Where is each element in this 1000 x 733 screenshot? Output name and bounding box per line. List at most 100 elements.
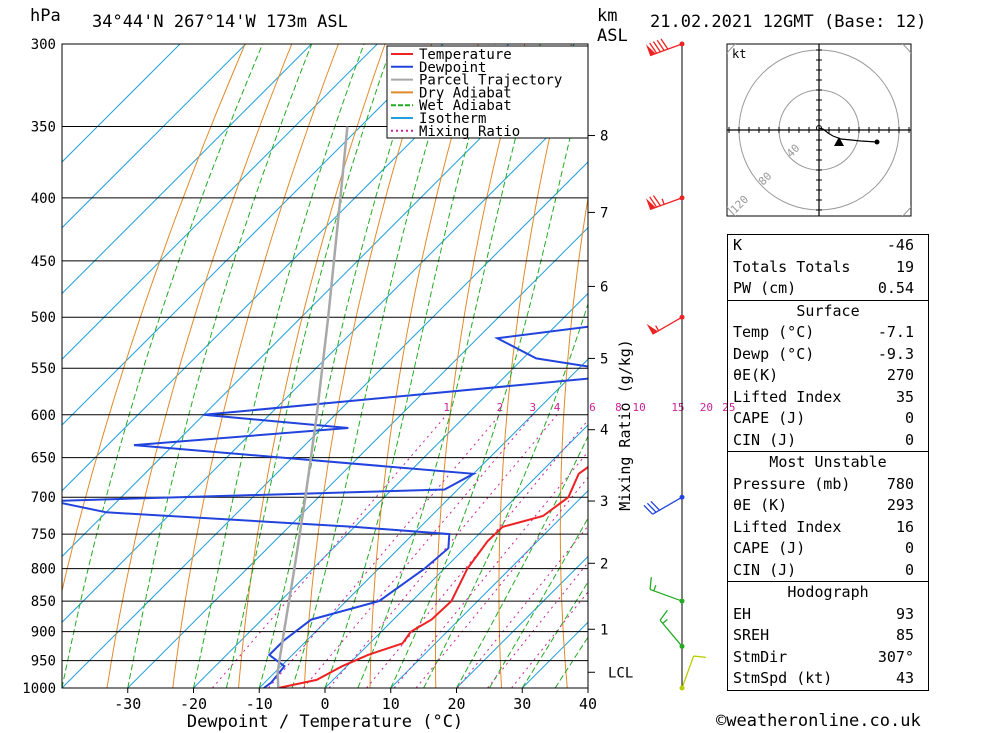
wind-barb-pennant [645,198,656,210]
wind-barb-pennant [645,44,656,56]
mixing-ratio-line [366,419,588,688]
wind-barb-feather [659,609,668,621]
totals-totals-value: 19 [895,257,914,276]
hodograph-end-dot [874,139,880,145]
isotherm-line [390,490,588,688]
dry-adiabat-line [172,44,339,688]
surface-thetae-label: θE(K) [733,366,779,384]
x-axis-title: Dewpoint / Temperature (°C) [187,712,463,732]
wind-barb-feather [693,655,706,658]
mixing-ratio-label: 15 [671,401,684,414]
isotherm-line [456,555,588,688]
k-index-row: K -46 [728,235,928,257]
totals-totals-row: Totals Totals 19 [728,257,928,279]
hodograph-header: Hodograph [787,583,869,601]
mixing-ratio-line [268,414,501,688]
pressure-tick-label: 800 [31,562,56,578]
pw-value: 0.54 [877,279,914,297]
mu-cin-value: 0 [904,560,914,579]
pressure-tick-label: 750 [31,527,56,543]
wind-barb-staff [652,496,683,515]
mixing-ratio-line [393,451,588,688]
surface-header: Surface [796,301,860,320]
surface-cin-value: 0 [904,430,914,449]
km-tick-label: 1 [600,622,608,638]
pressure-tick-label: 400 [31,191,56,207]
wind-barb-feather [643,504,654,515]
pw-row: PW (cm) 0.54 [728,278,928,300]
surface-dewp-value: -9.3 [877,344,914,363]
wind-barb-pennant [646,323,658,335]
wet-adiabat-line [456,435,588,688]
isotherm-line [62,44,575,558]
wet-adiabat-line [488,517,588,688]
legend-entry: Parcel Trajectory [419,73,562,89]
mixing-ratio-label: 2 [497,401,504,414]
wind-barb-feather [649,577,652,590]
km-tick-label: 5 [600,351,608,367]
wet-adiabat-line [62,44,264,688]
mixing-ratio-line [487,561,588,688]
indices-table: K -46 Totals Totals 19 PW (cm) 0.54 Surface… [727,234,929,691]
x-tick-label: 10 [382,695,400,713]
km-tick-label: 3 [600,494,608,510]
mu-li-label: Lifted Index [733,517,842,536]
wind-barb-staff [649,197,683,211]
isotherm-line [193,292,588,688]
surface-temp-label: Temp (°C) [733,323,815,341]
wind-barb-feather [652,195,661,207]
wind-barb-staff [659,619,683,647]
mu-thetae-value: 293 [886,496,914,514]
wind-barb-feather [660,38,669,50]
surface-li-value: 35 [895,387,914,406]
mixing-ratio-line [328,414,558,688]
parcel-trajectory-line [276,126,349,688]
isotherm-line [62,95,588,623]
x-tick-label: -20 [180,695,207,713]
wet-adiabat-line [258,44,424,688]
mixing-ratio-line [415,476,588,688]
x-tick-label: 20 [447,695,465,713]
km-tick-label: 7 [600,205,608,221]
temperature-line [278,465,588,688]
pressure-tick-label: 900 [31,625,56,641]
wind-barb-feather [646,502,657,513]
storm-motion-marker [834,137,844,146]
legend-entry: Mixing Ratio [419,124,520,140]
datetime-title: 21.02.2021 12GMT (Base: 12) [650,12,927,32]
x-tick-label: 40 [579,695,597,713]
km-tick-label: 4 [600,423,608,439]
legend-entry: Dewpoint [419,60,486,76]
mu-pressure-value: 780 [886,474,914,493]
copyright-link[interactable]: ©weatheronline.co.uk [716,711,921,731]
surface-cin-label: CIN (J) [733,430,797,449]
eh-value: 93 [895,604,914,623]
mixing-ratio-label: 20 [700,401,713,414]
wind-barb-feather [652,41,661,53]
wind-barb-staff [652,316,683,335]
wind-barb-half-feather [653,584,657,592]
isotherm-line [127,227,588,688]
wind-barb-half-feather [662,618,668,624]
mu-thetae-label: θE (K) [733,496,788,514]
legend-entry: Wet Adiabat [419,98,512,114]
dry-adiabat-line [498,44,572,688]
mixing-ratio-line [303,414,534,688]
km-axis-label: km [597,6,618,26]
x-tick-label: 30 [513,695,531,713]
pressure-tick-label: 650 [31,451,56,467]
mixing-ratio-label: 1 [443,401,450,414]
wet-adiabat-line [193,44,365,688]
lcl-label: LCL [608,665,633,681]
stmspd-value: 43 [895,669,914,687]
k-index-label: K [733,236,743,254]
isotherm-line [62,44,510,492]
mu-cin-label: CIN (J) [733,560,797,579]
surface-li-label: Lifted Index [733,387,842,406]
hpa-axis-label: hPa [30,6,61,26]
x-tick-label: -30 [114,695,141,713]
surface-temp-value: -7.1 [877,323,914,341]
mixing-ratio-label: 4 [554,401,561,414]
legend-entry: Isotherm [419,111,486,127]
